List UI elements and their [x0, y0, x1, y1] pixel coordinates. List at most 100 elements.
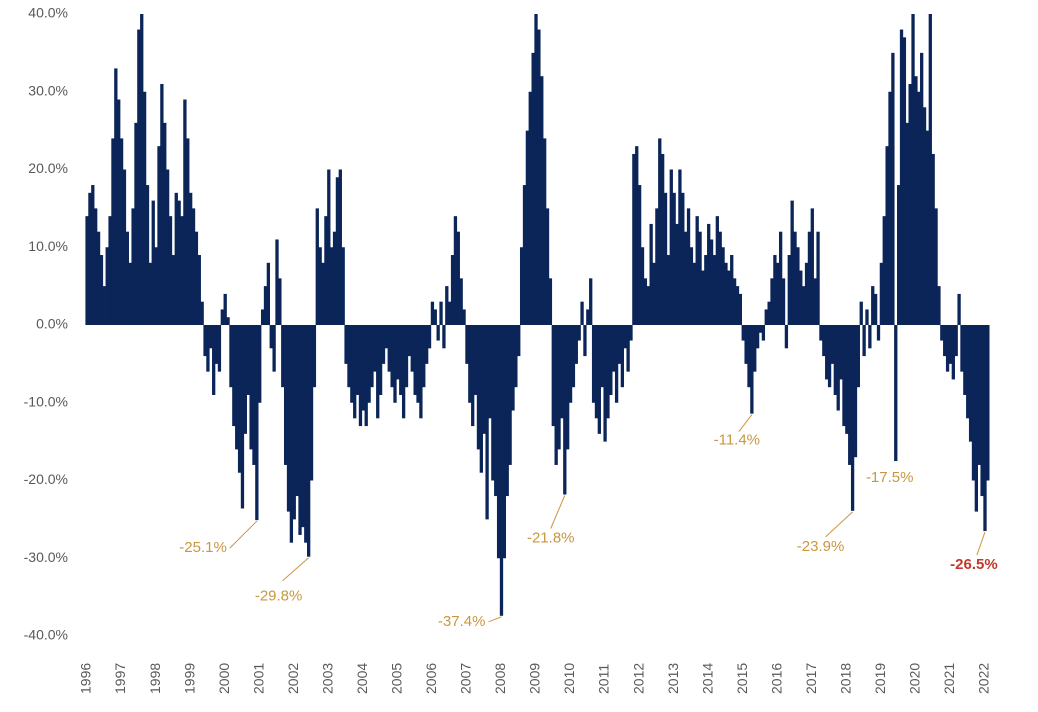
x-tick-label: 2021 [941, 663, 957, 694]
bar [589, 278, 593, 325]
bar [940, 325, 944, 341]
bar [491, 325, 495, 481]
bar [819, 325, 823, 341]
bar [456, 231, 460, 325]
bar [963, 325, 967, 395]
bar [853, 325, 858, 458]
x-tick-label: 2017 [803, 663, 819, 694]
bar [255, 325, 259, 521]
bar [344, 325, 348, 364]
bar [902, 37, 907, 325]
bar [119, 138, 124, 325]
x-tick-label: 2004 [354, 663, 370, 694]
bar [876, 325, 881, 341]
bar [272, 325, 276, 372]
bar [471, 325, 475, 427]
bar [442, 325, 446, 349]
x-tick-label: 2015 [734, 663, 750, 694]
bar [413, 325, 417, 395]
bar [321, 262, 325, 325]
bar [822, 325, 826, 357]
x-tick-label: 2018 [837, 663, 853, 694]
bar [684, 231, 688, 325]
bar [514, 325, 518, 388]
bar [557, 325, 561, 450]
bar [968, 325, 973, 442]
bar [764, 309, 768, 325]
bar [617, 325, 622, 364]
bar [384, 325, 389, 349]
bar [473, 325, 478, 395]
bar [928, 14, 932, 325]
x-tick-label: 2005 [389, 663, 405, 694]
bar [661, 153, 665, 325]
bar [695, 216, 699, 325]
bar [948, 325, 953, 364]
leader-line [825, 511, 853, 538]
bar [128, 262, 132, 325]
bar [908, 83, 912, 325]
leader-line [282, 557, 309, 582]
bar [312, 325, 317, 388]
bar [186, 138, 190, 325]
bar [770, 278, 774, 325]
bar [922, 107, 927, 325]
bar [295, 325, 299, 497]
bar [217, 325, 222, 372]
bar [341, 247, 345, 325]
bar [640, 247, 645, 325]
bar [882, 216, 886, 325]
bar [430, 301, 435, 325]
bar [266, 262, 271, 325]
bar [194, 231, 199, 325]
bar [263, 286, 268, 325]
bar [142, 91, 147, 325]
bar [856, 325, 861, 388]
bar [350, 325, 354, 403]
bar [620, 325, 625, 388]
bar [249, 325, 253, 450]
bar [332, 231, 337, 325]
bar [663, 192, 668, 325]
y-tick-label: 20.0% [28, 160, 68, 176]
bar [209, 325, 213, 349]
bar [966, 325, 970, 419]
bar [686, 208, 691, 325]
bar [235, 325, 239, 450]
bar [499, 325, 504, 616]
bar [240, 325, 245, 509]
bar [750, 325, 754, 414]
bar [212, 325, 216, 395]
bar [511, 325, 515, 411]
bar [88, 192, 92, 325]
bar [957, 293, 961, 325]
bar [260, 309, 265, 325]
bar [899, 29, 904, 326]
bar [445, 286, 449, 325]
bar [986, 325, 990, 481]
bar [220, 309, 224, 325]
bar [761, 325, 766, 341]
bar [980, 325, 984, 497]
bar [347, 325, 351, 388]
bar [177, 200, 181, 325]
bar [165, 169, 170, 325]
bar [635, 146, 639, 325]
bar [465, 325, 469, 364]
bar [758, 325, 763, 333]
bar [891, 52, 895, 325]
bar [715, 216, 719, 325]
bar [885, 146, 889, 325]
bar [373, 325, 377, 372]
bar [802, 286, 806, 325]
bar [744, 325, 748, 364]
bar [873, 293, 878, 325]
bar [692, 262, 696, 325]
bar [226, 317, 230, 325]
bar [707, 223, 711, 325]
bar [591, 325, 596, 403]
bar [157, 146, 161, 325]
bar [108, 216, 112, 325]
